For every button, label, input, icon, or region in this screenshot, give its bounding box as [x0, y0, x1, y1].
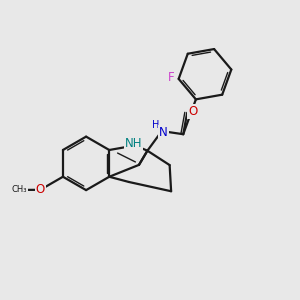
Text: F: F — [168, 71, 175, 84]
Text: O: O — [36, 183, 45, 196]
Text: O: O — [188, 105, 197, 118]
Text: CH₃: CH₃ — [11, 185, 27, 194]
Text: NH: NH — [125, 136, 142, 150]
Text: N: N — [159, 126, 168, 139]
Text: H: H — [152, 119, 159, 130]
